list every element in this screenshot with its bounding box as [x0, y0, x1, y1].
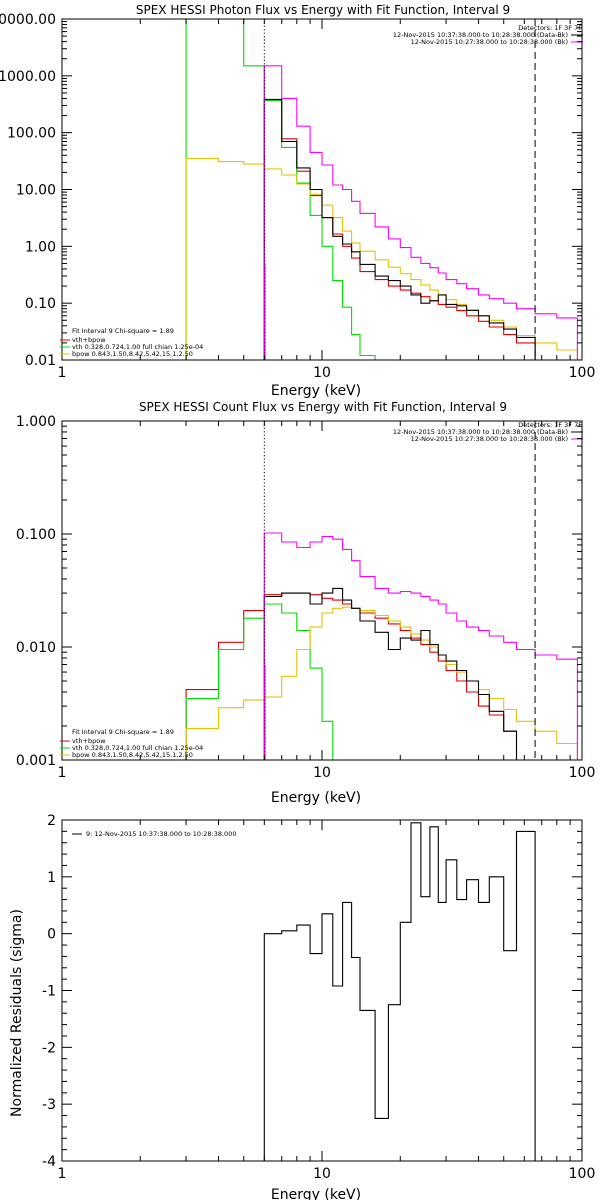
photon-y-tick-label: 0000.00 [0, 12, 56, 28]
photon-x-tick-label: 100 [569, 365, 596, 381]
count-y-tick-label: 0.010 [16, 640, 56, 656]
photon-series-data-bk-line [263, 98, 536, 360]
residuals-x-tick-label: 10 [313, 1166, 331, 1182]
residuals-y-tick-label: -3 [42, 1097, 56, 1113]
photon-y-tick-label: 100.00 [7, 126, 56, 142]
count-x-tick-label: 10 [313, 765, 331, 781]
count-series-group [185, 532, 578, 760]
residuals-y-tick-label: 1 [47, 870, 56, 886]
photon-series-vth+bpow-line [263, 99, 536, 360]
residuals-x-tick-label: 1 [58, 1166, 67, 1182]
count-markers-group [263, 421, 536, 760]
photon-x-tick-label: 1 [58, 365, 67, 381]
photon-fit-label: Fit Interval 9 Chi-square = 1.89 [72, 327, 174, 335]
residuals-x-tick-label: 100 [569, 1166, 596, 1182]
photon-legend-vth: vth 0.328,0.724,1.00 full chian 1.25e-04 [72, 343, 203, 351]
residuals-series-group [263, 822, 536, 1161]
count-flux-title: SPEX HESSI Count Flux vs Energy with Fit… [139, 400, 507, 414]
residuals-y-tick-label: -2 [42, 1040, 56, 1056]
residuals-panel: 9: 12-Nov-2015 10:37:38.000 to 10:28:38.… [9, 813, 595, 1200]
count-fit-label: Fit Interval 9 Chi-square = 1.89 [72, 728, 174, 736]
photon-series-group [185, 19, 578, 360]
residuals-ylabel: Normalized Residuals (sigma) [9, 909, 25, 1117]
count-x-tick-label: 1 [58, 765, 67, 781]
photon-legend-total: vth+bpow [72, 336, 106, 344]
count-legend-bpow: bpow 0.843,1.50,8.42,5.42,15.1,2.50 [72, 751, 193, 759]
residuals-y-tick-label: 0 [47, 927, 56, 943]
photon-detectors-label: Detectors: 1F 3F 7F [518, 24, 582, 32]
photon-y-tick-label: 0.01 [25, 353, 56, 369]
residuals-y-tick-label: 2 [47, 813, 56, 829]
count-series-bk-line [263, 532, 578, 760]
count-x-tick-label: 100 [569, 765, 596, 781]
photon-time-bk-label: 12-Nov-2015 10:27:38.000 to 10:28:38.000… [411, 38, 568, 46]
count-time-bk-label: 12-Nov-2015 10:27:38.000 to 10:28:38.000… [411, 435, 568, 443]
photon-series-bk-line [263, 65, 578, 360]
count-flux-panel: SPEX HESSI Count Flux vs Energy with Fit… [16, 400, 595, 806]
photon-legend-bpow: bpow 0.843,1.50,8.42,5.42,15.1,2.50 [72, 350, 193, 358]
photon-xlabel: Energy (keV) [271, 383, 361, 399]
count-series-vth-line [185, 603, 343, 760]
photon-axes-group: 1 10 100 0000.00 1000.00 100.00 10.00 1.00 0.10 0… [0, 12, 595, 381]
residuals-legend: 9: 12-Nov-2015 10:37:38.000 to 10:28:38.… [86, 830, 236, 838]
count-y-tick-label: 1.000 [16, 414, 56, 430]
count-legend-total: vth+bpow [72, 737, 106, 745]
count-legend-vth: vth 0.328,0.724,1.00 full chian 1.25e-04 [72, 744, 203, 752]
photon-y-tick-label: 10.00 [16, 183, 56, 199]
residuals-series-9-line [263, 822, 536, 1161]
photon-x-tick-label: 10 [313, 365, 331, 381]
residuals-xlabel: Energy (keV) [271, 1187, 361, 1200]
count-series-bpow-line [185, 606, 578, 760]
count-detectors-label: Detectors: 1F 3F 7F [518, 421, 582, 429]
residuals-y-tick-label: -4 [42, 1154, 56, 1170]
photon-y-tick-label: 0.10 [25, 296, 56, 312]
photon-time-data-label: 12-Nov-2015 10:37:38.000 to 10:28:38.000… [393, 31, 568, 39]
count-xlabel: Energy (keV) [271, 790, 361, 806]
photon-markers-group [263, 19, 536, 360]
photon-series-bpow-line [185, 158, 578, 360]
photon-y-tick-label: 1000.00 [0, 69, 56, 85]
count-y-tick-label: 0.100 [16, 527, 56, 543]
count-axes-group: 1 10 100 1.000 0.100 0.010 0.001 [16, 414, 595, 781]
photon-flux-panel: SPEX HESSI Photon Flux vs Energy with Fi… [0, 3, 595, 399]
residuals-y-tick-label: -1 [42, 984, 56, 1000]
count-y-tick-label: 0.001 [16, 753, 56, 769]
count-series-data-bk-line [263, 587, 518, 760]
photon-flux-title: SPEX HESSI Photon Flux vs Energy with Fi… [136, 3, 510, 17]
photon-series-vth-line [185, 19, 389, 360]
count-time-data-label: 12-Nov-2015 10:37:38.000 to 10:28:38.000… [393, 428, 568, 436]
photon-y-tick-label: 1.00 [25, 239, 56, 255]
